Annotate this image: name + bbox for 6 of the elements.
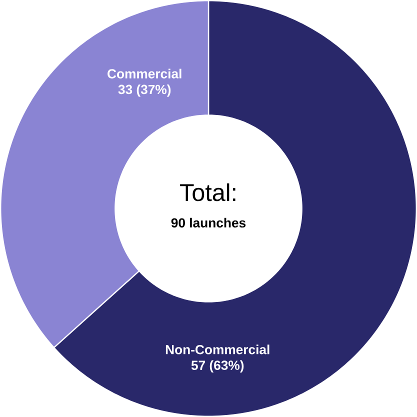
- slice-label: Commercial: [108, 68, 182, 78]
- text: Total:: [180, 183, 236, 202]
- text: 90 launches: [171, 218, 246, 228]
- data-label: 57 (63%): [191, 360, 244, 373]
- data-label: 33 (37%): [118, 84, 171, 97]
- slice-label: Non-Commercial: [166, 344, 270, 354]
